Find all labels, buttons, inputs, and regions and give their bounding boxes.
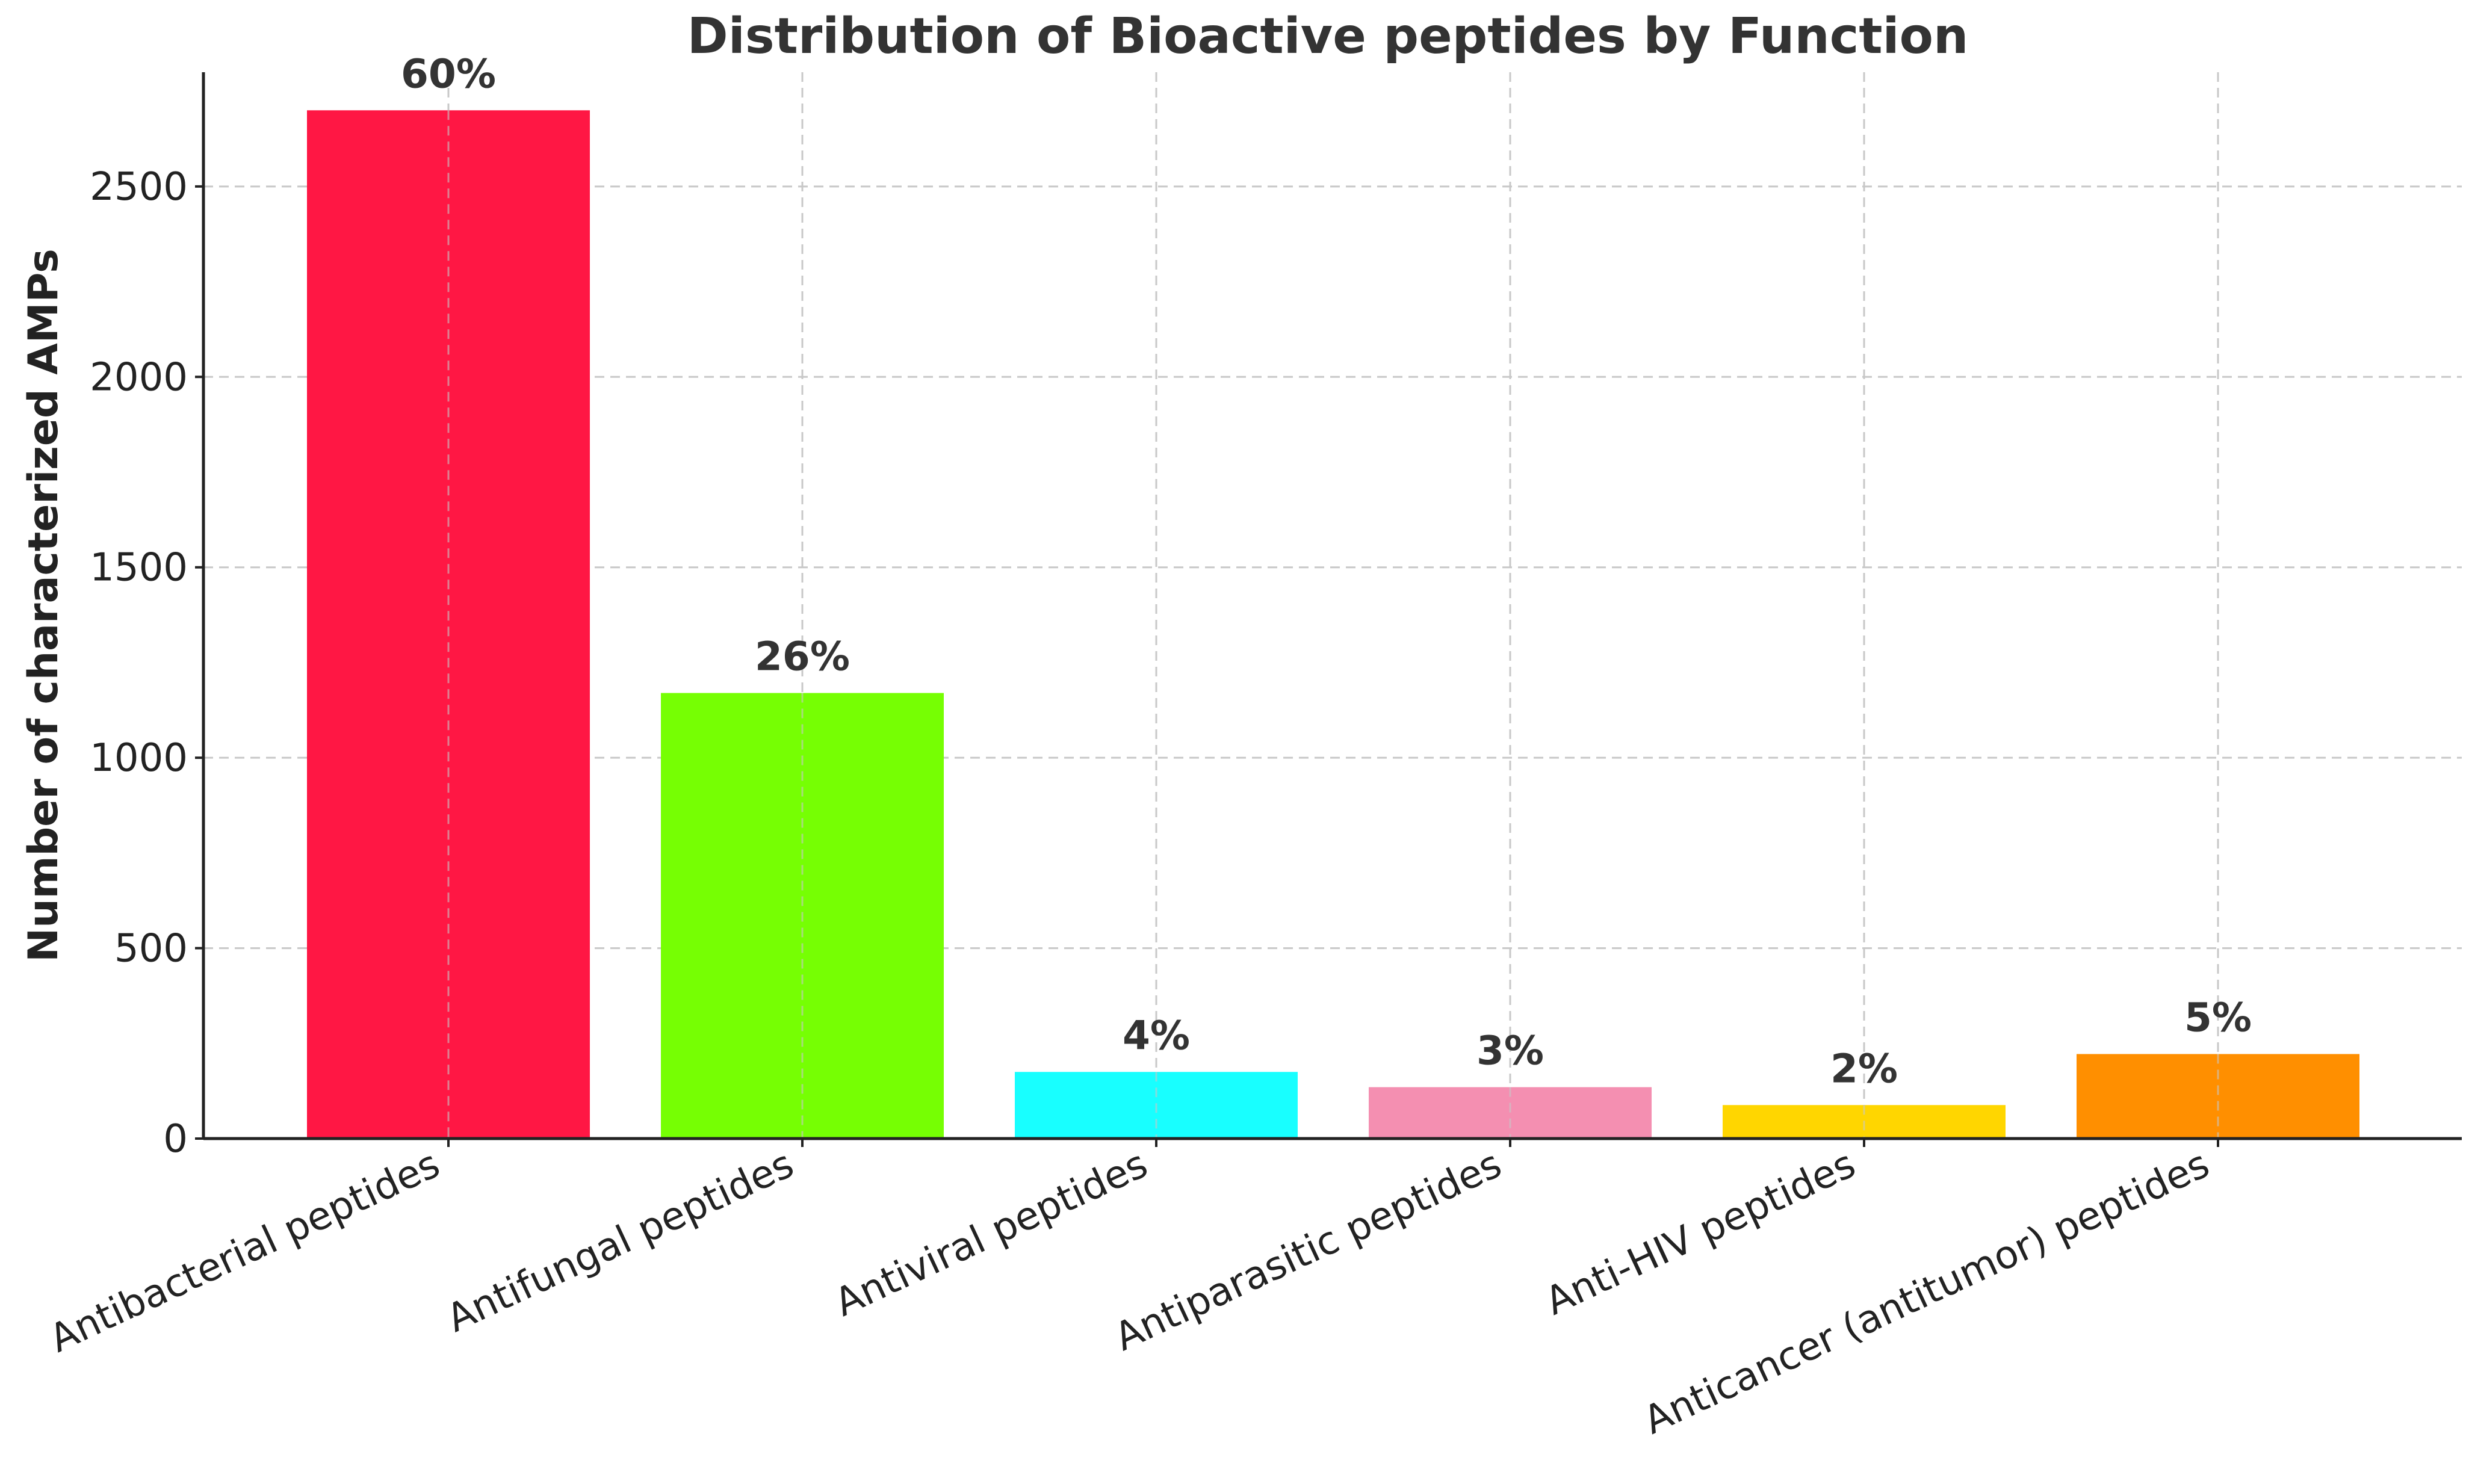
y-tick-label: 2500 [90,165,188,209]
y-tick-label: 1500 [90,546,188,590]
y-axis-label: Number of characterized AMPs [20,249,67,962]
x-category-label-2: Antifungal peptides [440,1142,800,1341]
chart-title: Distribution of Bioactive peptides by Fu… [687,8,1969,65]
x-category-label-6: Anticancer (antitumor) peptides [1637,1142,2216,1443]
y-tick-label: 2000 [90,355,188,400]
bar-percent-label-6: 5% [2184,995,2252,1041]
bar-percent-label-2: 26% [755,634,850,680]
x-category-label-3: Antiviral peptides [828,1142,1154,1325]
y-tick-label: 0 [163,1117,188,1161]
bars-layer [307,110,2359,1139]
bar-percent-label-1: 60% [401,51,496,97]
y-tick-label: 1000 [90,736,188,781]
bar-percent-label-4: 3% [1476,1028,1544,1074]
bar-1 [307,110,590,1139]
bar-percent-label-3: 4% [1123,1012,1190,1059]
x-category-label-4: Antiparasitic peptides [1108,1142,1508,1359]
x-category-label-1: Antibacterial peptides [43,1142,447,1361]
axes-layer [195,72,2462,1147]
x-category-label-5: Anti-HIV peptides [1539,1142,1862,1324]
y-tick-label: 500 [114,927,188,971]
bar-percent-label-5: 2% [1830,1045,1898,1092]
